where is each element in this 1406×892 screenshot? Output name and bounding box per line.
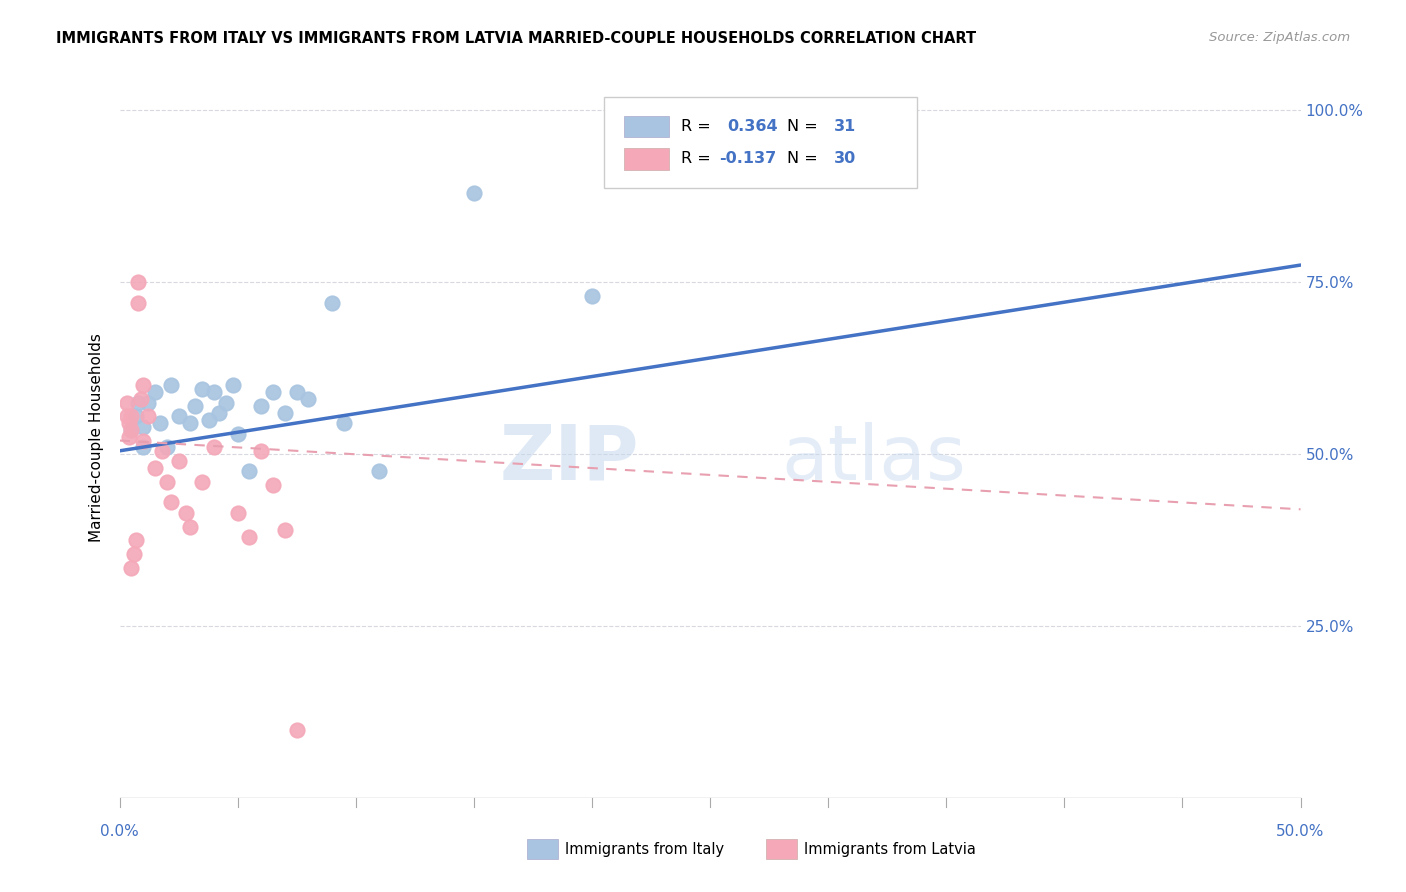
Y-axis label: Married-couple Households: Married-couple Households [89,333,104,541]
Point [262,478,284,492]
Point [115,409,138,424]
Point [184,399,207,413]
Point [132,434,155,448]
Point [120,561,142,575]
Point [127,296,149,310]
Point [160,495,183,509]
Point [198,413,221,427]
Text: -0.137: -0.137 [720,152,776,167]
Point [118,430,141,444]
Text: Immigrants from Latvia: Immigrants from Latvia [804,842,976,856]
Point [150,443,173,458]
Point [122,547,145,561]
Point [160,378,183,392]
Point [132,441,155,455]
Point [250,399,273,413]
Text: 31: 31 [834,119,856,134]
Point [156,441,179,455]
Point [333,417,356,431]
Point [321,296,343,310]
Point [132,378,155,392]
Point [120,423,142,437]
Point [581,289,603,303]
Point [191,475,214,489]
Point [274,406,297,420]
Point [115,395,138,409]
FancyBboxPatch shape [603,97,917,188]
Point [238,465,260,479]
Point [143,461,166,475]
Point [120,423,142,437]
Text: N =: N = [787,119,823,134]
Point [167,409,190,424]
Point [136,409,159,424]
Point [215,395,238,409]
Point [179,519,201,533]
FancyBboxPatch shape [624,148,669,169]
Point [125,533,148,548]
FancyBboxPatch shape [624,116,669,137]
Point [222,378,245,392]
Point [129,392,152,407]
Point [250,443,273,458]
Point [156,475,179,489]
Point [262,385,284,400]
Point [127,395,149,409]
Text: Source: ZipAtlas.com: Source: ZipAtlas.com [1209,31,1350,45]
Point [368,465,391,479]
Point [118,417,141,431]
Point [143,385,166,400]
Point [167,454,190,468]
Point [127,275,149,289]
Point [202,441,225,455]
Point [202,385,225,400]
Text: 50.0%: 50.0% [1277,824,1324,838]
Point [191,382,214,396]
Text: Immigrants from Italy: Immigrants from Italy [565,842,724,856]
Point [208,406,231,420]
Point [174,506,197,520]
Point [297,392,319,407]
Point [132,419,155,434]
Point [149,417,172,431]
Point [226,426,249,441]
Point [285,385,308,400]
Text: IMMIGRANTS FROM ITALY VS IMMIGRANTS FROM LATVIA MARRIED-COUPLE HOUSEHOLDS CORREL: IMMIGRANTS FROM ITALY VS IMMIGRANTS FROM… [56,31,976,46]
Point [285,723,308,737]
Point [136,395,159,409]
Text: N =: N = [787,152,823,167]
Point [120,409,142,424]
Text: R =: R = [681,119,716,134]
Point [274,523,297,537]
Point [226,506,249,520]
Text: ZIP: ZIP [499,422,640,496]
Text: 30: 30 [834,152,856,167]
Point [179,417,201,431]
Text: 0.364: 0.364 [728,119,779,134]
Text: 0.0%: 0.0% [100,824,139,838]
Text: atlas: atlas [780,422,966,496]
Point [125,409,148,424]
Point [238,530,260,544]
Text: R =: R = [681,152,716,167]
Point [463,186,485,200]
